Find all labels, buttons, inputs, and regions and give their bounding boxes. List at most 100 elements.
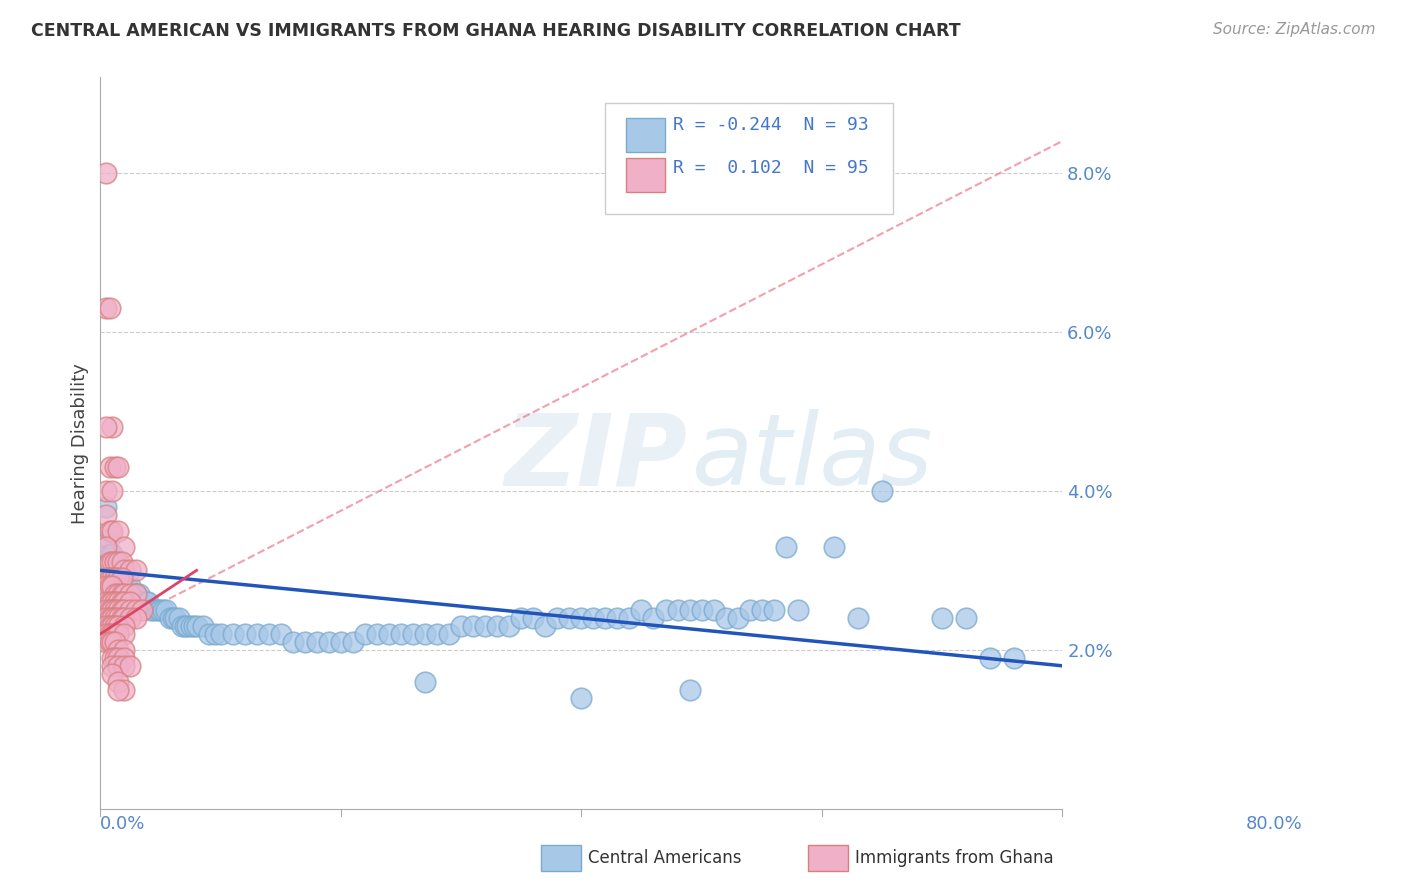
Point: [101, 619, 124, 633]
Point: [112, 682, 135, 697]
Point: [131, 595, 153, 609]
Point: [107, 571, 129, 585]
Text: Immigrants from Ghana: Immigrants from Ghana: [855, 849, 1053, 867]
Point: [167, 611, 190, 625]
Point: [101, 556, 124, 570]
Point: [125, 587, 148, 601]
Point: [146, 603, 169, 617]
Point: [183, 619, 205, 633]
Point: [98, 595, 121, 609]
Point: [510, 611, 533, 625]
Point: [104, 595, 127, 609]
Point: [122, 587, 145, 601]
Point: [104, 619, 127, 633]
Point: [101, 420, 124, 434]
Point: [329, 635, 352, 649]
Point: [107, 563, 129, 577]
Text: ZIP: ZIP: [505, 409, 688, 507]
Point: [101, 658, 124, 673]
Point: [104, 611, 127, 625]
Point: [354, 627, 377, 641]
Point: [112, 627, 135, 641]
Point: [463, 619, 485, 633]
Point: [101, 524, 124, 538]
Point: [98, 524, 121, 538]
Point: [112, 595, 135, 609]
Point: [96, 483, 118, 498]
Point: [112, 571, 135, 585]
Point: [751, 603, 773, 617]
Point: [474, 619, 496, 633]
Point: [98, 460, 121, 475]
Point: [105, 563, 128, 577]
Point: [378, 627, 401, 641]
Point: [104, 556, 127, 570]
Point: [606, 611, 628, 625]
Point: [305, 635, 328, 649]
Point: [823, 540, 845, 554]
Point: [111, 571, 134, 585]
Point: [389, 627, 412, 641]
Point: [619, 611, 641, 625]
Point: [152, 603, 174, 617]
Point: [96, 420, 118, 434]
Point: [294, 635, 316, 649]
Point: [498, 619, 520, 633]
Point: [762, 603, 785, 617]
Point: [107, 627, 129, 641]
Point: [104, 556, 127, 570]
Text: R =  0.102  N = 95: R = 0.102 N = 95: [673, 159, 869, 177]
Point: [96, 500, 118, 514]
Point: [678, 603, 700, 617]
Point: [98, 627, 121, 641]
Point: [630, 603, 652, 617]
Point: [112, 540, 135, 554]
Point: [96, 166, 118, 180]
Point: [104, 627, 127, 641]
Point: [666, 603, 689, 617]
Point: [534, 619, 557, 633]
Point: [125, 611, 148, 625]
Point: [437, 627, 460, 641]
Point: [104, 650, 127, 665]
Point: [96, 540, 118, 554]
Point: [846, 611, 869, 625]
Point: [101, 635, 124, 649]
Point: [197, 627, 219, 641]
Point: [107, 658, 129, 673]
Point: [180, 619, 202, 633]
Point: [101, 548, 124, 562]
Point: [654, 603, 676, 617]
Point: [107, 587, 129, 601]
Point: [107, 619, 129, 633]
Point: [96, 611, 118, 625]
Point: [104, 571, 127, 585]
Point: [135, 595, 157, 609]
Point: [125, 587, 148, 601]
Point: [115, 579, 138, 593]
Point: [714, 611, 737, 625]
Point: [402, 627, 425, 641]
Point: [96, 301, 118, 315]
Point: [209, 627, 232, 641]
Point: [112, 563, 135, 577]
Text: 0.0%: 0.0%: [100, 814, 146, 833]
Point: [112, 650, 135, 665]
Point: [138, 595, 160, 609]
Point: [643, 611, 665, 625]
Point: [569, 611, 592, 625]
Point: [96, 595, 118, 609]
Text: CENTRAL AMERICAN VS IMMIGRANTS FROM GHANA HEARING DISABILITY CORRELATION CHART: CENTRAL AMERICAN VS IMMIGRANTS FROM GHAN…: [31, 22, 960, 40]
Point: [97, 532, 120, 546]
Point: [107, 611, 129, 625]
Text: 80.0%: 80.0%: [1246, 814, 1303, 833]
Point: [595, 611, 617, 625]
Point: [120, 603, 142, 617]
Point: [107, 643, 129, 657]
Point: [96, 603, 118, 617]
Point: [98, 611, 121, 625]
Text: R = -0.244  N = 93: R = -0.244 N = 93: [673, 116, 869, 134]
Point: [112, 587, 135, 601]
Point: [678, 682, 700, 697]
Point: [120, 658, 142, 673]
